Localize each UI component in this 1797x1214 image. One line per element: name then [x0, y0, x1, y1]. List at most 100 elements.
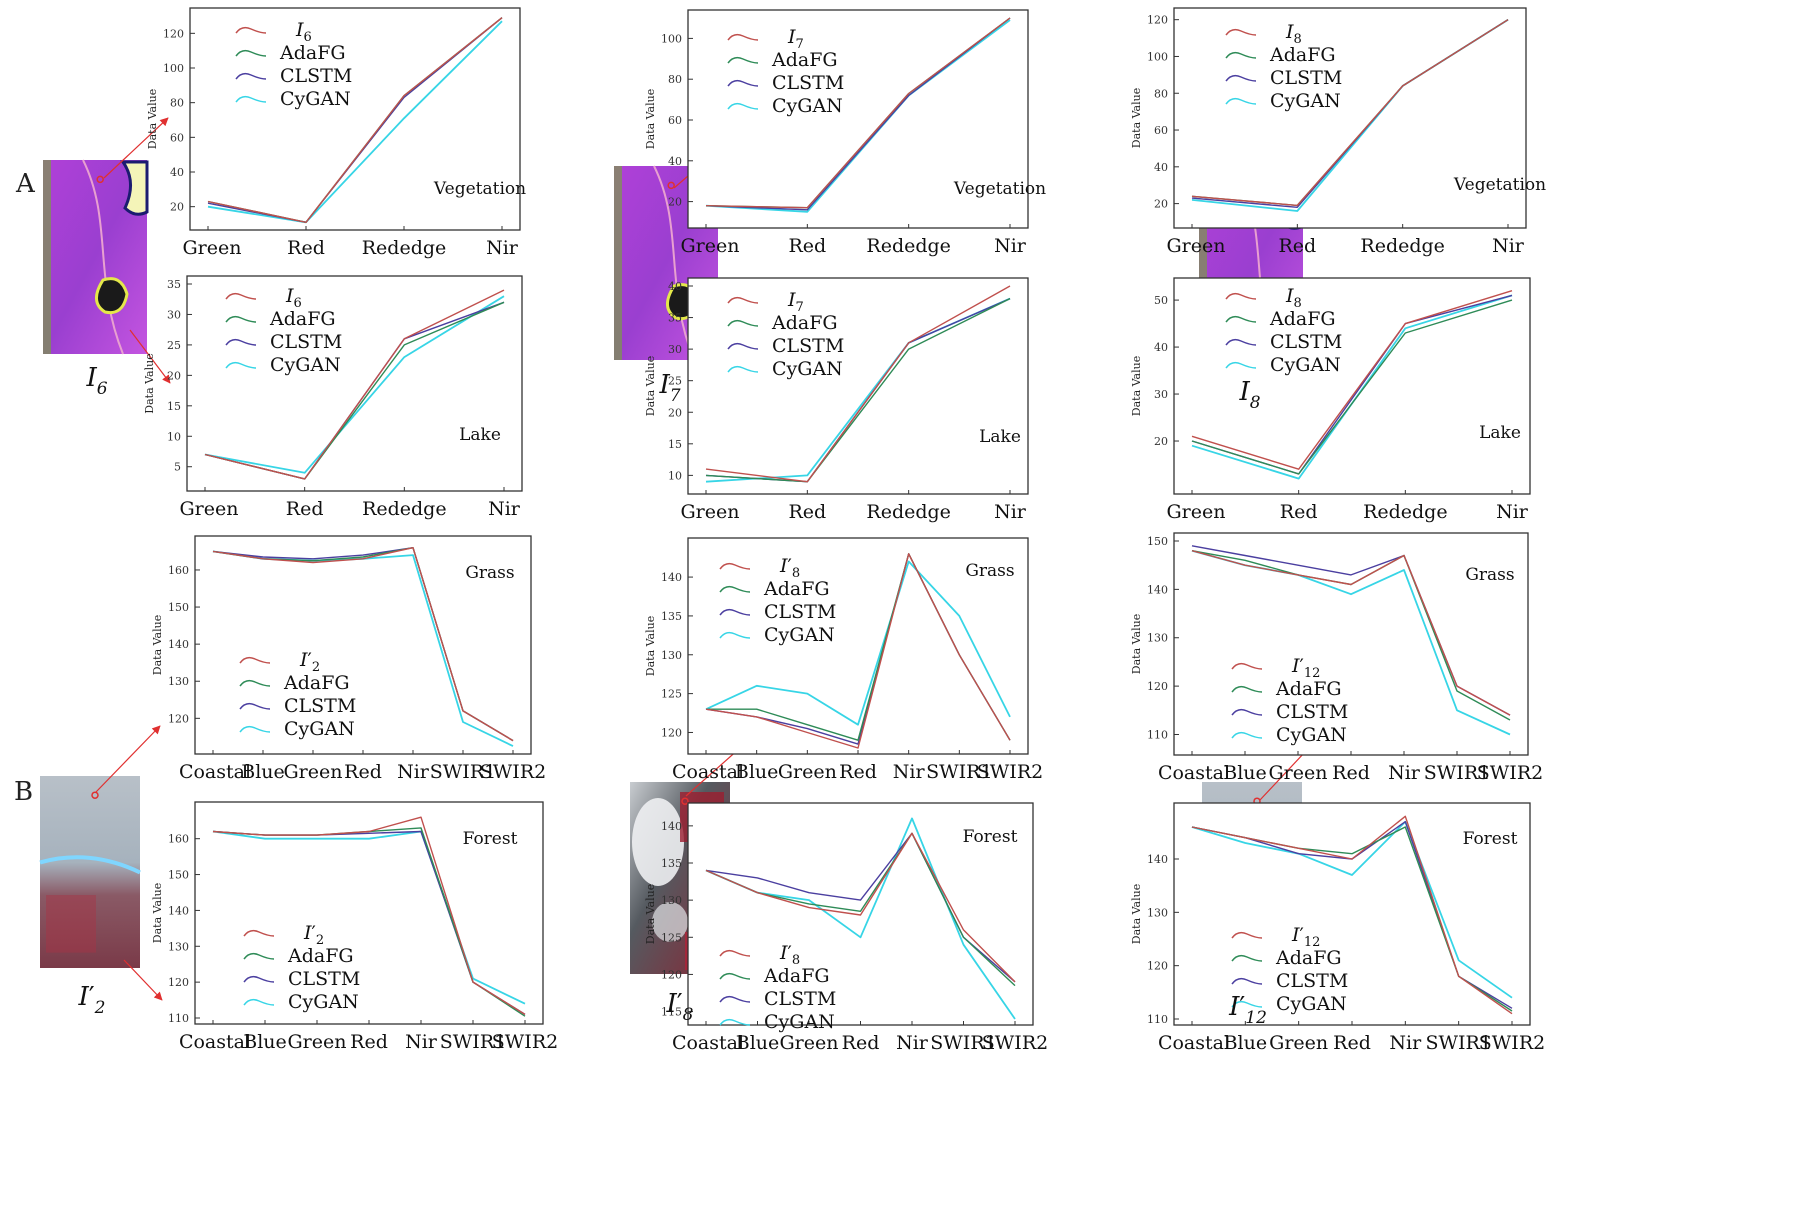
x-tick-label: Nir — [1496, 501, 1529, 523]
y-tick-label: 25 — [668, 375, 682, 388]
chart-a-i6-vegetation: 20 40 60 80 100 120 Data Value Green Red Rededge N… — [146, 7, 526, 259]
thumbnail-edge — [43, 160, 51, 354]
y-tick-label: 100 — [661, 32, 682, 45]
legend-label-base: I — [779, 555, 788, 577]
y-tick-label: 150 — [168, 601, 189, 614]
chart-annotation: Forest — [963, 827, 1018, 847]
legend-label-cygan: CyGAN — [270, 354, 341, 376]
legend-label-cygan: CyGAN — [1276, 724, 1347, 746]
x-tick-label: SWIR1 — [440, 1031, 506, 1053]
legend-label-prime: ′ — [788, 942, 792, 964]
legend-label-adafg: AdaFG — [771, 312, 838, 334]
legend-label-base: I — [1285, 21, 1294, 43]
legend-swatch-cygan — [1231, 731, 1263, 739]
legend-label-sub: 12 — [1304, 666, 1321, 681]
y-tick-label: 120 — [168, 976, 189, 989]
chart-frame — [687, 277, 1029, 495]
chart-a-i6-lake: 5 10 15 20 25 30 35 Data Value Green Red Rededge Ni… — [143, 275, 523, 520]
x-tick-label: SWIR1 — [430, 761, 496, 783]
chart-frame — [1173, 532, 1529, 756]
thumbnail-label: I′12 — [1228, 992, 1267, 1028]
legend-label-sub: 8 — [1294, 296, 1302, 311]
y-tick-label: 120 — [168, 712, 189, 725]
x-tick-label: Red — [1280, 501, 1318, 523]
y-tick-label: 110 — [1147, 1013, 1168, 1026]
y-tick-label: 125 — [661, 931, 682, 944]
thumbnail-label: I8 — [1238, 377, 1260, 413]
y-tick-label: 100 — [1147, 50, 1168, 63]
thumbnail-label-prime: ′ — [89, 982, 95, 1012]
legend-label-cygan: CyGAN — [1276, 993, 1347, 1015]
y-axis-label: Data Value — [644, 89, 657, 149]
thumbnail-label-base: I — [658, 370, 670, 400]
chart-a-i7-lake: 10 15 20 25 30 35 40 Data Value Green Red Rededge N… — [644, 277, 1029, 523]
legend-label-adafg: AdaFG — [287, 945, 354, 967]
thumbnail-cloud — [652, 902, 688, 942]
series-line-i — [1191, 550, 1511, 716]
legend-label-i: I′12 — [1291, 924, 1320, 950]
x-tick-label: Green — [778, 761, 837, 783]
thumbnail-marker — [91, 791, 99, 799]
legend-swatch-clstm — [243, 975, 275, 983]
thumbnail-label-sub: 8 — [1250, 393, 1261, 413]
legend-swatch-adafg — [235, 49, 267, 57]
chart-annotation: Vegetation — [953, 179, 1046, 199]
y-axis-label: Data Value — [644, 884, 657, 944]
y-tick-label: 15 — [167, 400, 181, 413]
y-tick-label: 20 — [668, 196, 682, 209]
legend-label-sub: 2 — [316, 933, 324, 948]
thumbnail-edge — [1199, 174, 1207, 368]
y-tick-label: 40 — [668, 155, 682, 168]
y-tick-label: 40 — [1154, 161, 1168, 174]
legend-label-sub: 8 — [1294, 32, 1302, 47]
y-axis-label: Data Value — [644, 616, 657, 676]
legend-swatch-clstm — [239, 702, 271, 710]
thumbnail-label-prime: ′ — [677, 989, 683, 1019]
legend-swatch-cygan — [727, 365, 759, 373]
thumbnail-label-sub: 6 — [97, 379, 108, 399]
x-tick-label: Green — [180, 498, 239, 520]
legend-swatch-i — [235, 26, 267, 34]
series-line-clstm — [705, 17, 1011, 211]
legend-swatch-adafg — [1225, 51, 1257, 59]
legend-swatch-adafg — [719, 972, 751, 980]
thumbnail-image — [40, 776, 140, 968]
x-tick-label: Green — [284, 761, 343, 783]
x-tick-label: Coastal — [672, 761, 744, 783]
legend-label-base: I — [295, 19, 304, 41]
chart-frame — [189, 7, 521, 231]
legend-label-i: I6 — [295, 19, 312, 45]
y-tick-label: 30 — [1154, 388, 1168, 401]
series-line-i — [705, 553, 1011, 749]
series-line-i — [207, 17, 503, 224]
thumbnail-cloud — [632, 798, 684, 886]
legend-swatch-adafg — [243, 952, 275, 960]
legend-swatch-i — [1231, 931, 1263, 939]
legend-label-adafg: AdaFG — [771, 49, 838, 71]
legend-label-adafg: AdaFG — [1275, 678, 1342, 700]
thumbnail-label-base: I — [85, 363, 97, 393]
x-tick-label: Red — [1333, 1032, 1371, 1054]
y-tick-label: 130 — [168, 675, 189, 688]
x-tick-label: Red — [350, 1031, 388, 1053]
legend-swatch-i — [225, 292, 257, 300]
pointer-arrow — [123, 959, 163, 1001]
x-tick-label: Blue — [241, 761, 285, 783]
x-tick-label: Green — [288, 1031, 347, 1053]
legend-label-prime: ′ — [788, 555, 792, 577]
series-line-i — [212, 816, 526, 1015]
y-tick-label: 20 — [170, 201, 184, 214]
x-tick-label: SWIR1 — [930, 1032, 996, 1054]
x-tick-label: SWIR2 — [1479, 1032, 1545, 1054]
y-axis-label: Data Value — [1130, 356, 1143, 416]
legend-swatch-clstm — [1225, 338, 1257, 346]
legend-label-adafg: AdaFG — [269, 308, 336, 330]
chart-frame — [186, 275, 523, 492]
y-tick-label: 50 — [1154, 294, 1168, 307]
x-tick-label: Red — [286, 498, 324, 520]
legend-swatch-clstm — [719, 995, 751, 1003]
